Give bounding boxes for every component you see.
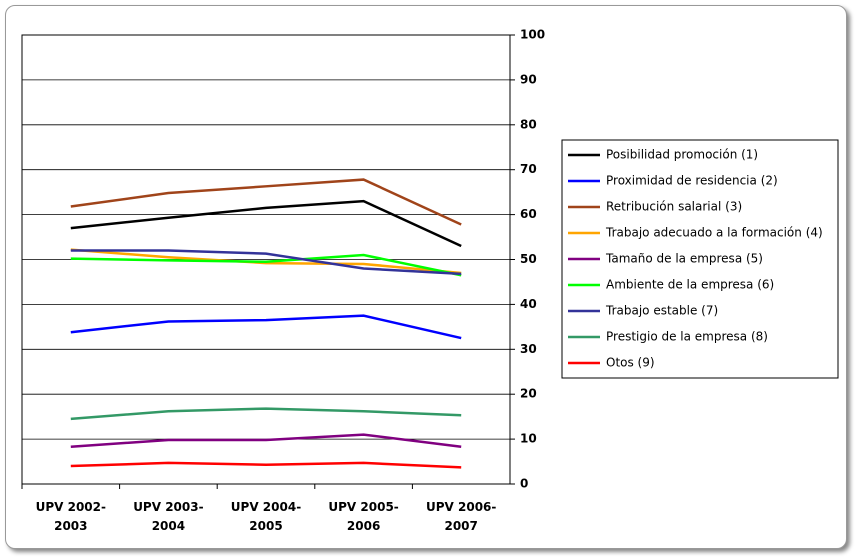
y-tick-label: 100 <box>520 28 545 42</box>
y-tick-label: 50 <box>520 252 537 266</box>
legend-label: Trabajo estable (7) <box>605 304 718 318</box>
y-tick-label: 40 <box>520 297 537 311</box>
y-tick-label: 10 <box>520 432 537 446</box>
legend <box>561 139 839 379</box>
series-line <box>70 461 462 469</box>
legend-label: Prestigio de la empresa (8) <box>606 330 768 344</box>
legend-label: Otos (9) <box>606 356 655 370</box>
x-tick-label: UPV 2004- 2005 <box>230 500 302 533</box>
x-tick-label: UPV 2006- 2007 <box>425 500 497 533</box>
series-line <box>70 253 462 277</box>
y-tick-label: 60 <box>520 207 537 221</box>
series-line <box>70 249 462 276</box>
y-tick-label: 30 <box>520 342 537 356</box>
legend-label: Ambiente de la empresa (6) <box>606 278 774 292</box>
x-tick-label: UPV 2002- 2003 <box>35 500 106 533</box>
y-tick-label: 70 <box>520 162 537 176</box>
y-tick-label: 90 <box>520 72 537 86</box>
x-tick-label: UPV 2005- 2006 <box>328 500 399 533</box>
series-line <box>70 199 462 248</box>
series-line <box>70 407 462 421</box>
series-line <box>70 178 462 226</box>
legend-label: Posibilidad promoción (1) <box>606 148 758 162</box>
series-line <box>70 314 462 340</box>
y-tick-label: 80 <box>520 117 537 131</box>
legend-label: Trabajo adecuado a la formación (4) <box>605 226 823 240</box>
legend-label: Proximidad de residencia (2) <box>606 174 778 188</box>
legend-label: Tamaño de la empresa (5) <box>605 252 763 266</box>
legend-label: Retribución salarial (3) <box>606 200 742 214</box>
series-line <box>70 248 462 275</box>
series-line <box>70 433 462 448</box>
y-tick-label: 20 <box>520 387 537 401</box>
y-tick-label: 0 <box>520 477 528 491</box>
x-tick-label: UPV 2003- 2004 <box>133 500 204 533</box>
